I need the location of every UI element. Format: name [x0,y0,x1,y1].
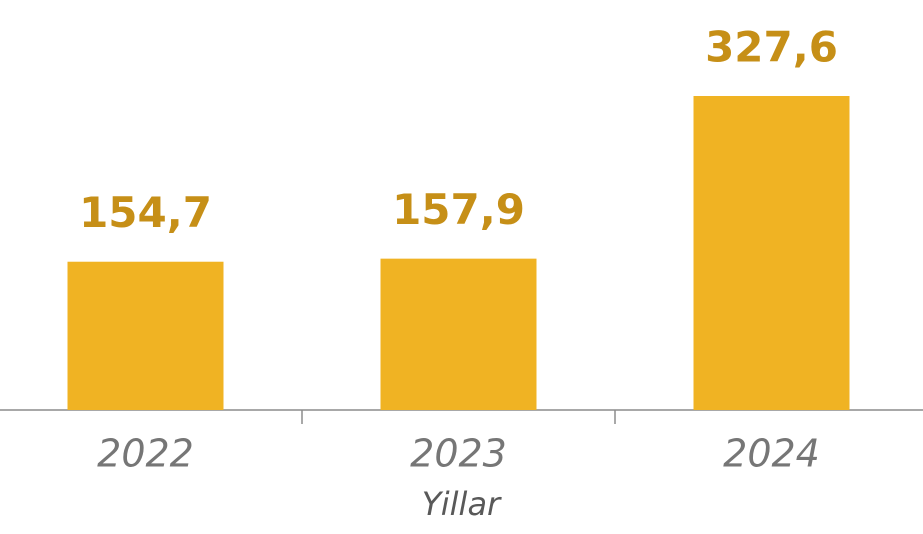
value-label: 157,9 [392,185,525,234]
x-tick-label: 2022 [97,432,194,476]
x-tick-label: 2023 [410,432,507,476]
x-axis-title: Yillar [422,485,502,523]
value-label: 327,6 [705,23,838,72]
x-tick-label: 2024 [723,432,820,476]
value-label: 154,7 [79,188,212,237]
bar [693,96,850,410]
bar [67,261,224,410]
bar [380,258,537,410]
